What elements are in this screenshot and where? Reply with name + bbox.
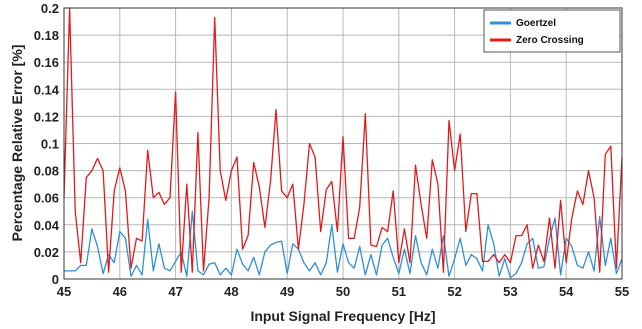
y-tick-label: 0.1 <box>41 137 59 152</box>
legend-box <box>483 9 621 53</box>
x-tick-label: 51 <box>392 284 406 299</box>
x-axis-title: Input Signal Frequency [Hz] <box>250 308 435 324</box>
plot-series <box>63 7 623 279</box>
x-tick-label: 55 <box>615 284 629 299</box>
y-tick-label: 0.02 <box>34 245 59 260</box>
y-tick-label: 0.2 <box>41 1 59 16</box>
x-tick-label: 48 <box>224 284 238 299</box>
y-tick-label: 0 <box>52 272 59 287</box>
y-tick-label: 0.06 <box>34 191 59 206</box>
y-tick-label: 0.16 <box>34 55 59 70</box>
x-tick-label: 50 <box>336 284 350 299</box>
y-tick-label: 0.18 <box>34 28 59 43</box>
x-tick-label: 49 <box>280 284 294 299</box>
y-axis-title: Percentage Relative Error [%] <box>9 45 25 242</box>
x-tick-label: 47 <box>168 284 182 299</box>
y-tick-label: 0.12 <box>34 109 59 124</box>
y-tick-label: 0.04 <box>34 218 60 233</box>
y-tick-labels: 0 0.02 0.04 0.06 0.08 0.1 0.12 0.14 0.16 0.18 0.2 <box>34 1 60 287</box>
legend-label-goertzel: Goertzel <box>516 18 556 29</box>
x-tick-labels: 45 46 47 48 49 50 51 52 53 54 55 <box>57 284 629 299</box>
y-tick-label: 0.14 <box>34 82 60 97</box>
y-tick-label: 0.08 <box>34 164 59 179</box>
x-tick-label: 53 <box>503 284 517 299</box>
x-tick-label: 45 <box>57 284 71 299</box>
x-tick-label: 54 <box>559 284 574 299</box>
x-tick-label: 46 <box>113 284 127 299</box>
series-line-zero-crossing <box>63 7 623 273</box>
legend-label-zero-crossing: Zero Crossing <box>516 35 584 46</box>
x-tick-label: 52 <box>447 284 461 299</box>
legend: Goertzel Zero Crossing <box>483 9 621 53</box>
plot-frame <box>63 7 623 280</box>
